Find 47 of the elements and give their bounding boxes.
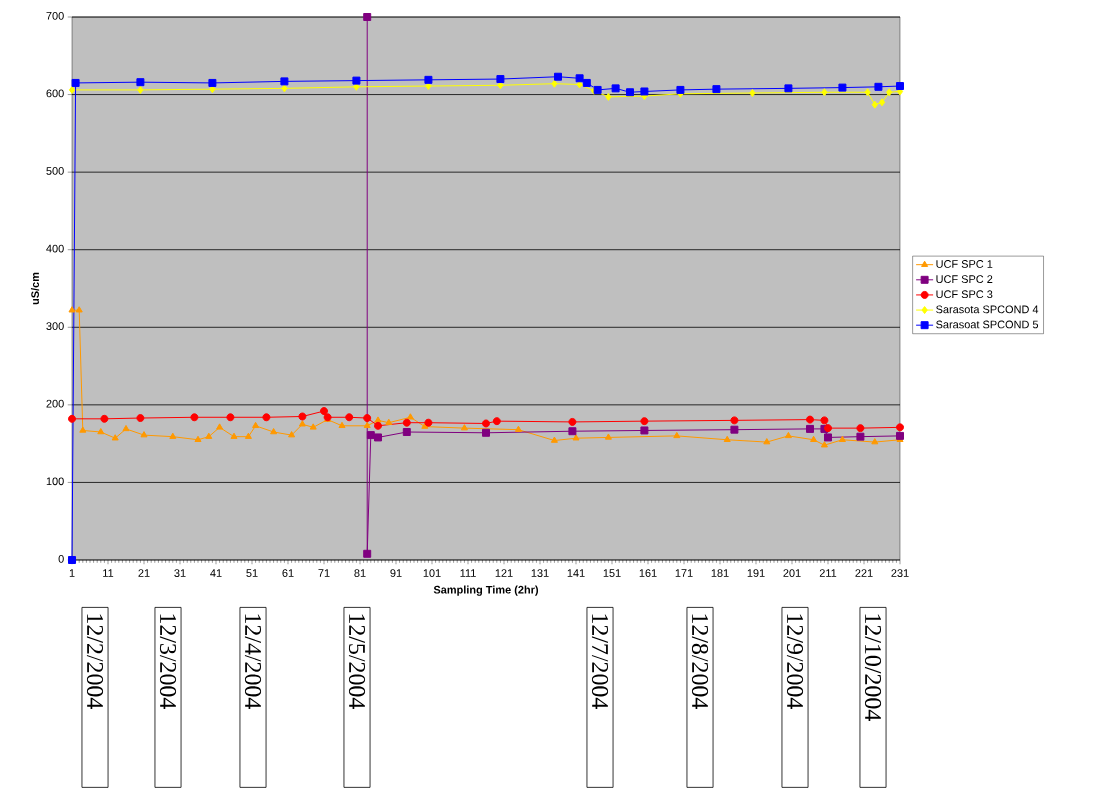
text: 12/2/2004 (86, 614, 104, 709)
text: 12/9/2004 (786, 614, 804, 709)
x-axis-title: Sampling Time (2hr) (433, 585, 539, 596)
x-tick-label: 31 (174, 569, 186, 577)
y-tick-label: 0 (58, 554, 64, 563)
text: 12/8/2004 (691, 614, 709, 709)
text: 12/10/2004 (864, 614, 882, 721)
text: 12/3/2004 (159, 614, 177, 709)
x-tick-label: 191 (747, 569, 765, 577)
x-tick-label: 11 (103, 569, 114, 577)
x-tick-label: 81 (354, 569, 366, 577)
x-tick-label: 171 (675, 569, 693, 577)
x-tick-label: 131 (531, 569, 549, 577)
x-tick-label: 141 (567, 569, 585, 577)
legend-label: UCF SPC 3 (936, 290, 993, 299)
x-tick-label: 181 (711, 569, 729, 577)
text: 12/5/2004 (348, 614, 366, 709)
text: 12/4/2004 (244, 614, 262, 709)
x-tick-label: 61 (282, 569, 294, 577)
x-tick-label: 71 (318, 569, 330, 577)
x-tick-label: 1 (69, 569, 75, 577)
x-tick-label: 151 (603, 569, 621, 577)
legend-label: UCF SPC 2 (936, 275, 993, 283)
text: 12/7/2004 (591, 614, 609, 709)
x-tick-label: 101 (423, 569, 441, 577)
y-tick-label: 500 (46, 167, 64, 175)
y-tick-label: 200 (46, 399, 64, 408)
x-tick-label: 231 (891, 569, 909, 577)
legend-label: Sarasota SPCOND 4 (936, 305, 1039, 314)
x-tick-label: 221 (855, 569, 873, 577)
y-tick-label: 100 (46, 477, 64, 486)
y-tick-label: 700 (46, 11, 64, 20)
x-tick-label: 201 (783, 569, 801, 577)
legend-label: UCF SPC 1 (936, 260, 993, 268)
y-tick-label: 300 (46, 322, 64, 330)
legend-label: Sarasoat SPCOND 5 (936, 320, 1039, 329)
x-tick-label: 41 (210, 569, 222, 577)
x-tick-label: 21 (138, 569, 150, 577)
x-tick-label: 121 (495, 569, 513, 577)
x-tick-label: 211 (819, 569, 837, 577)
y-axis-title: uS/cm (30, 272, 40, 305)
x-tick-label: 51 (246, 569, 258, 577)
x-tick-label: 111 (460, 569, 476, 577)
y-tick-label: 400 (46, 244, 64, 253)
x-tick-label: 161 (639, 569, 657, 577)
y-tick-label: 600 (46, 89, 64, 98)
x-tick-label: 91 (390, 569, 402, 577)
